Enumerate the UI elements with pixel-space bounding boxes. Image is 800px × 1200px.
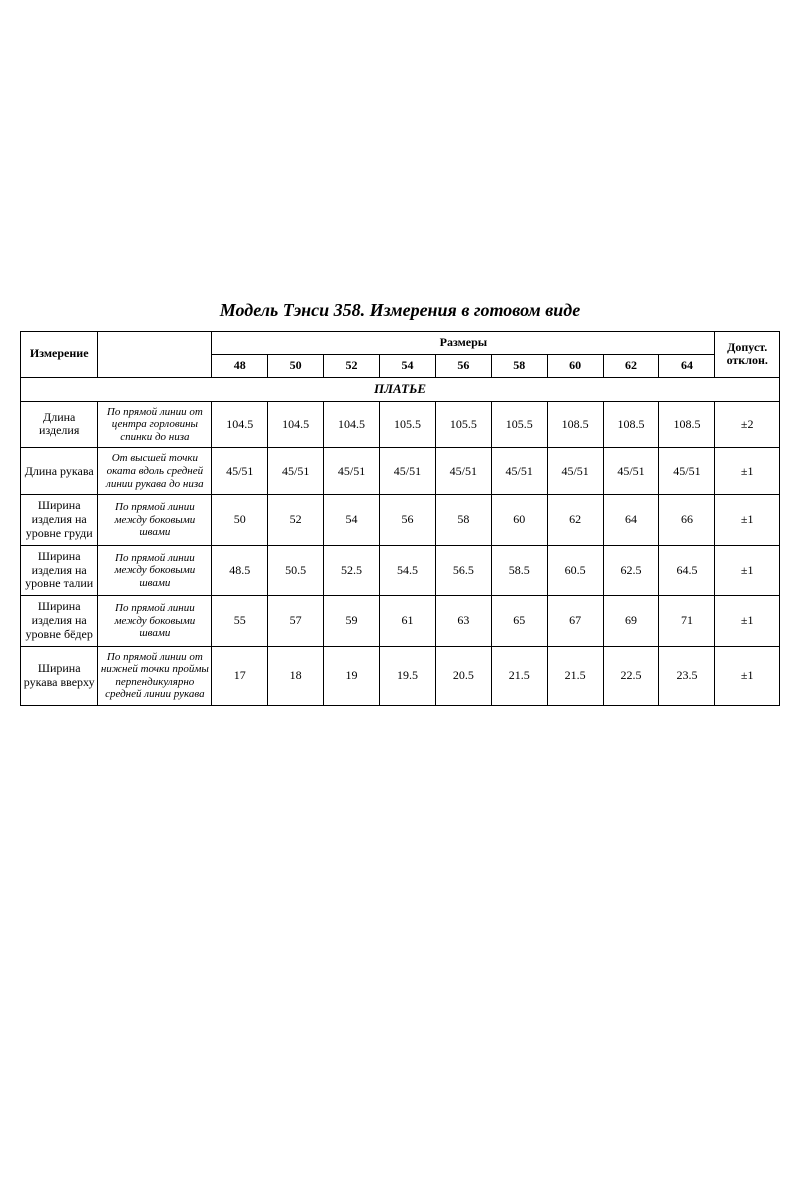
measurement-desc: По прямой линии между боковыми швами (98, 545, 212, 595)
value-cell: 52.5 (324, 545, 380, 595)
value-cell: 104.5 (268, 401, 324, 448)
size-header: 64 (659, 354, 715, 377)
tolerance-cell: ±1 (715, 646, 780, 706)
value-cell: 45/51 (547, 448, 603, 495)
tolerance-cell: ±1 (715, 545, 780, 595)
value-cell: 56 (380, 495, 436, 545)
value-cell: 54.5 (380, 545, 436, 595)
measurement-name: Ширина рукава вверху (21, 646, 98, 706)
table-row: Длина изделия По прямой линии от центра … (21, 401, 780, 448)
table-body: ПЛАТЬЕ Длина изделия По прямой линии от … (21, 377, 780, 706)
measurement-desc: По прямой линии между боковыми швами (98, 495, 212, 545)
header-description-blank (98, 332, 212, 378)
measurement-name: Ширина изделия на уровне талии (21, 545, 98, 595)
table-row: Ширина изделия на уровне талии По прямой… (21, 545, 780, 595)
measurement-name: Ширина изделия на уровне бёдер (21, 596, 98, 646)
section-row: ПЛАТЬЕ (21, 377, 780, 401)
header-measurement: Измерение (21, 332, 98, 378)
measurement-desc: По прямой линии от центра горловины спин… (98, 401, 212, 448)
value-cell: 108.5 (603, 401, 659, 448)
table-head: Измерение Размеры Допуст. отклон. 48 50 … (21, 332, 780, 378)
table-row: Длина рукава От высшей точки оката вдоль… (21, 448, 780, 495)
value-cell: 64.5 (659, 545, 715, 595)
value-cell: 45/51 (435, 448, 491, 495)
measurement-desc: От высшей точки оката вдоль средней лини… (98, 448, 212, 495)
page: Модель Тэнси 358. Измерения в готовом ви… (0, 0, 800, 1200)
header-tolerance: Допуст. отклон. (715, 332, 780, 378)
value-cell: 60.5 (547, 545, 603, 595)
value-cell: 105.5 (435, 401, 491, 448)
value-cell: 69 (603, 596, 659, 646)
size-header: 56 (435, 354, 491, 377)
value-cell: 45/51 (380, 448, 436, 495)
value-cell: 45/51 (324, 448, 380, 495)
value-cell: 58.5 (491, 545, 547, 595)
value-cell: 19 (324, 646, 380, 706)
measurement-name: Длина рукава (21, 448, 98, 495)
value-cell: 50 (212, 495, 268, 545)
value-cell: 48.5 (212, 545, 268, 595)
table-row: Ширина изделия на уровне груди По прямой… (21, 495, 780, 545)
value-cell: 60 (491, 495, 547, 545)
value-cell: 104.5 (324, 401, 380, 448)
value-cell: 21.5 (547, 646, 603, 706)
value-cell: 57 (268, 596, 324, 646)
value-cell: 105.5 (380, 401, 436, 448)
value-cell: 20.5 (435, 646, 491, 706)
value-cell: 66 (659, 495, 715, 545)
tolerance-cell: ±1 (715, 495, 780, 545)
measurements-table: Измерение Размеры Допуст. отклон. 48 50 … (20, 331, 780, 706)
tolerance-cell: ±2 (715, 401, 780, 448)
table-row: Ширина рукава вверху По прямой линии от … (21, 646, 780, 706)
value-cell: 67 (547, 596, 603, 646)
value-cell: 45/51 (212, 448, 268, 495)
size-header: 62 (603, 354, 659, 377)
value-cell: 22.5 (603, 646, 659, 706)
value-cell: 50.5 (268, 545, 324, 595)
measurement-name: Длина изделия (21, 401, 98, 448)
size-header: 48 (212, 354, 268, 377)
size-header: 52 (324, 354, 380, 377)
value-cell: 18 (268, 646, 324, 706)
size-header: 58 (491, 354, 547, 377)
value-cell: 63 (435, 596, 491, 646)
value-cell: 61 (380, 596, 436, 646)
tolerance-cell: ±1 (715, 448, 780, 495)
value-cell: 17 (212, 646, 268, 706)
value-cell: 21.5 (491, 646, 547, 706)
value-cell: 56.5 (435, 545, 491, 595)
measurement-desc: По прямой линии от нижней точки проймы п… (98, 646, 212, 706)
value-cell: 62 (547, 495, 603, 545)
value-cell: 62.5 (603, 545, 659, 595)
size-header: 50 (268, 354, 324, 377)
value-cell: 19.5 (380, 646, 436, 706)
value-cell: 59 (324, 596, 380, 646)
value-cell: 105.5 (491, 401, 547, 448)
tolerance-cell: ±1 (715, 596, 780, 646)
size-header: 54 (380, 354, 436, 377)
value-cell: 65 (491, 596, 547, 646)
value-cell: 58 (435, 495, 491, 545)
measurement-desc: По прямой линии между боковыми швами (98, 596, 212, 646)
value-cell: 104.5 (212, 401, 268, 448)
measurement-name: Ширина изделия на уровне груди (21, 495, 98, 545)
value-cell: 45/51 (268, 448, 324, 495)
value-cell: 45/51 (659, 448, 715, 495)
value-cell: 108.5 (547, 401, 603, 448)
value-cell: 108.5 (659, 401, 715, 448)
document-title: Модель Тэнси 358. Измерения в готовом ви… (0, 300, 800, 321)
header-sizes-group: Размеры (212, 332, 715, 355)
table-row: Ширина изделия на уровне бёдер По прямой… (21, 596, 780, 646)
value-cell: 52 (268, 495, 324, 545)
value-cell: 45/51 (603, 448, 659, 495)
value-cell: 64 (603, 495, 659, 545)
value-cell: 71 (659, 596, 715, 646)
value-cell: 23.5 (659, 646, 715, 706)
section-label: ПЛАТЬЕ (21, 377, 780, 401)
size-header: 60 (547, 354, 603, 377)
value-cell: 54 (324, 495, 380, 545)
value-cell: 55 (212, 596, 268, 646)
value-cell: 45/51 (491, 448, 547, 495)
